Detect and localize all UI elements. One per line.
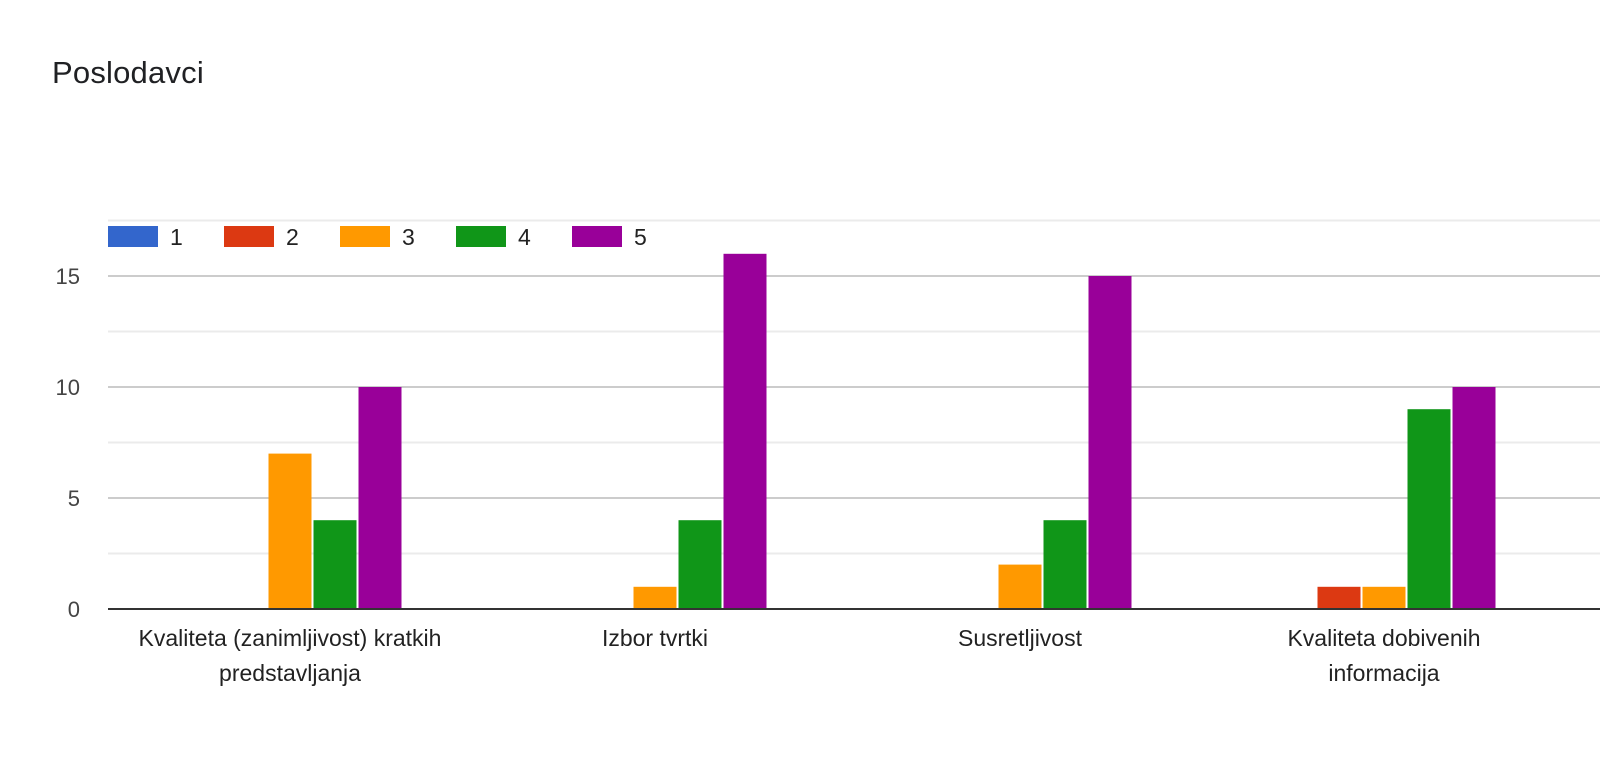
axes: 0 5 10 15 Kvaliteta (zanimljivost) kratkih pr… bbox=[56, 264, 1600, 686]
bar bbox=[1043, 520, 1087, 609]
bar bbox=[678, 520, 722, 609]
bar bbox=[358, 387, 402, 609]
legend-swatch bbox=[224, 226, 274, 247]
bar bbox=[268, 453, 312, 609]
legend-label: 5 bbox=[634, 224, 647, 250]
x-category-label: Kvaliteta (zanimljivost) kratkih bbox=[139, 625, 442, 651]
bar bbox=[633, 586, 677, 609]
gridlines bbox=[108, 219, 1600, 555]
bar bbox=[723, 253, 767, 610]
bar bbox=[1362, 586, 1406, 609]
y-tick-label: 0 bbox=[68, 597, 80, 622]
legend-label: 4 bbox=[518, 224, 531, 250]
y-tick-label: 15 bbox=[56, 264, 80, 289]
legend-label: 3 bbox=[402, 224, 415, 250]
legend-swatch bbox=[108, 226, 158, 247]
bars bbox=[268, 253, 1496, 610]
x-category-label: predstavljanja bbox=[219, 660, 361, 686]
legend-swatch bbox=[456, 226, 506, 247]
y-tick-label: 5 bbox=[68, 486, 80, 511]
bar bbox=[998, 564, 1042, 609]
legend-swatch bbox=[340, 226, 390, 247]
legend-swatch bbox=[572, 226, 622, 247]
legend-label: 2 bbox=[286, 224, 299, 250]
bar bbox=[313, 520, 357, 609]
legend-label: 1 bbox=[170, 224, 183, 250]
x-category-label: Izbor tvrtki bbox=[602, 625, 708, 651]
legend: 1 2 3 4 5 bbox=[108, 224, 647, 250]
x-category-label: Kvaliteta dobivenih bbox=[1287, 625, 1480, 651]
x-category-label: Susretljivost bbox=[958, 625, 1083, 651]
bar bbox=[1088, 276, 1132, 609]
bar bbox=[1407, 409, 1451, 609]
bar bbox=[1452, 387, 1496, 609]
bar bbox=[1317, 586, 1361, 609]
y-tick-label: 10 bbox=[56, 375, 80, 400]
chart-title: Poslodavci bbox=[52, 55, 204, 90]
x-category-label: informacija bbox=[1328, 660, 1439, 686]
